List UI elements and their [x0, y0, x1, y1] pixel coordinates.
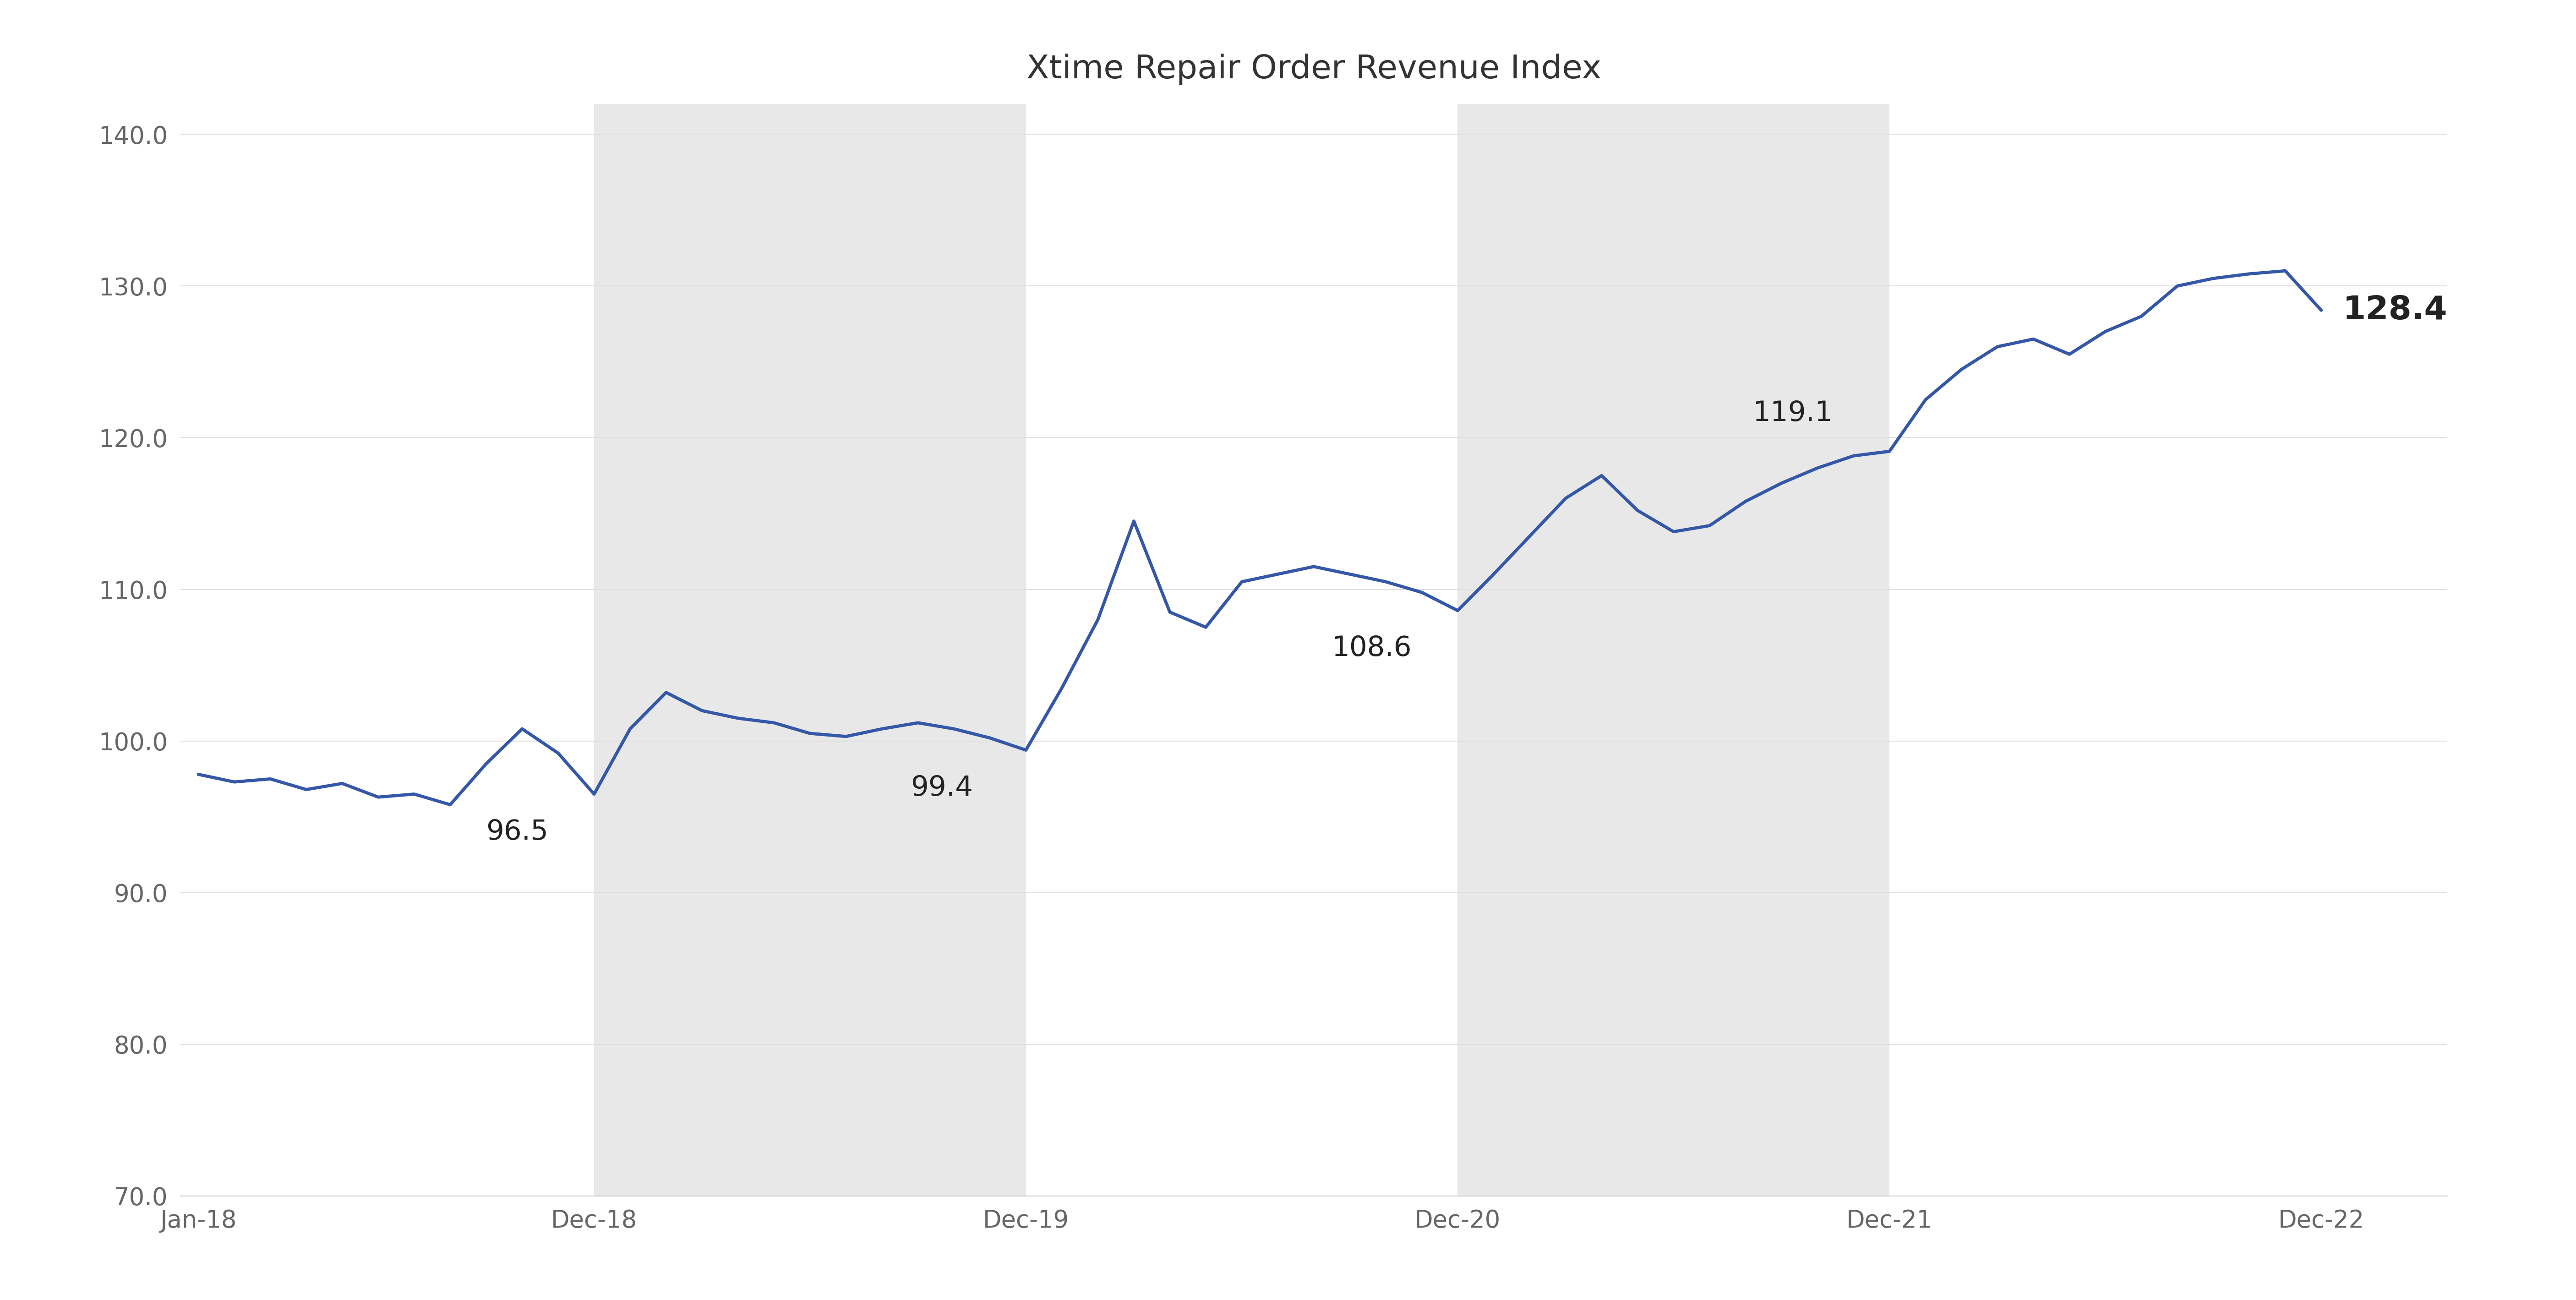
Text: 108.6: 108.6 — [1332, 634, 1412, 662]
Bar — [595, 104, 1025, 1196]
Text: 128.4: 128.4 — [2342, 295, 2447, 326]
Text: 99.4: 99.4 — [912, 775, 974, 802]
Text: 96.5: 96.5 — [487, 819, 549, 845]
Text: 119.1: 119.1 — [1752, 400, 1834, 426]
Bar — [1458, 104, 1888, 1196]
Title: Xtime Repair Order Revenue Index: Xtime Repair Order Revenue Index — [1025, 53, 1602, 86]
